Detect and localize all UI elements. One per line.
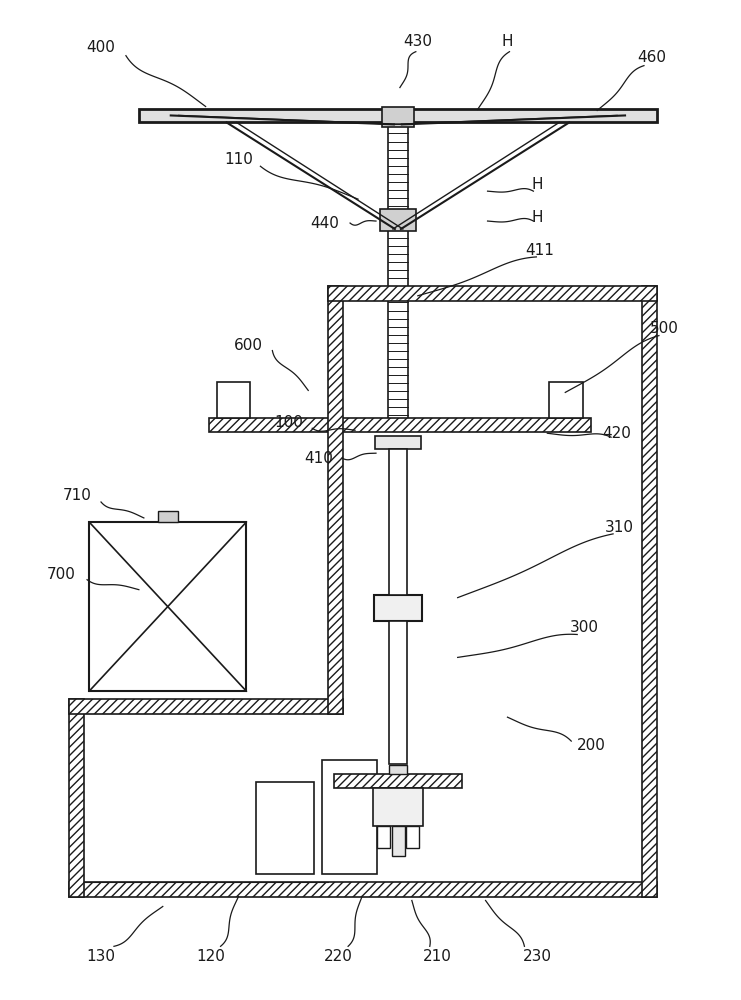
- Text: 411: 411: [525, 243, 554, 258]
- Text: 600: 600: [234, 338, 263, 353]
- Text: 210: 210: [423, 949, 452, 964]
- Text: 200: 200: [576, 738, 605, 753]
- Bar: [209, 418, 591, 432]
- Bar: [388, 122, 408, 428]
- Text: 100: 100: [274, 415, 303, 430]
- Bar: [328, 286, 343, 714]
- Bar: [334, 774, 462, 788]
- Text: 110: 110: [224, 152, 253, 167]
- Bar: [380, 209, 416, 231]
- Bar: [374, 595, 422, 621]
- Text: 220: 220: [324, 949, 353, 964]
- Bar: [256, 782, 314, 874]
- Text: H: H: [531, 210, 543, 225]
- Bar: [322, 760, 377, 874]
- Bar: [377, 826, 390, 848]
- Text: 460: 460: [637, 50, 666, 65]
- Text: 310: 310: [605, 520, 634, 535]
- Bar: [642, 286, 657, 897]
- Text: 230: 230: [523, 949, 552, 964]
- Bar: [69, 882, 657, 897]
- Text: 420: 420: [602, 426, 631, 441]
- Text: 410: 410: [304, 451, 333, 466]
- Text: 710: 710: [63, 488, 92, 503]
- Bar: [89, 522, 247, 691]
- Bar: [69, 699, 343, 714]
- Text: 130: 130: [87, 949, 116, 964]
- Text: 500: 500: [649, 321, 678, 336]
- Bar: [389, 449, 407, 595]
- Text: 430: 430: [403, 34, 432, 49]
- Text: 700: 700: [47, 567, 76, 582]
- Text: H: H: [502, 34, 514, 49]
- Bar: [328, 286, 657, 301]
- Bar: [139, 109, 657, 122]
- Text: 440: 440: [310, 216, 339, 231]
- Bar: [389, 765, 407, 774]
- Text: H: H: [531, 177, 543, 192]
- Bar: [389, 621, 407, 764]
- Bar: [158, 511, 178, 522]
- Text: 120: 120: [196, 949, 225, 964]
- Bar: [375, 436, 421, 449]
- Bar: [549, 382, 583, 418]
- Bar: [382, 107, 413, 127]
- Bar: [216, 382, 250, 418]
- Text: 400: 400: [87, 40, 116, 55]
- Bar: [392, 826, 405, 856]
- Bar: [373, 788, 423, 826]
- Bar: [69, 699, 84, 897]
- Text: 300: 300: [570, 620, 599, 635]
- Bar: [406, 826, 419, 848]
